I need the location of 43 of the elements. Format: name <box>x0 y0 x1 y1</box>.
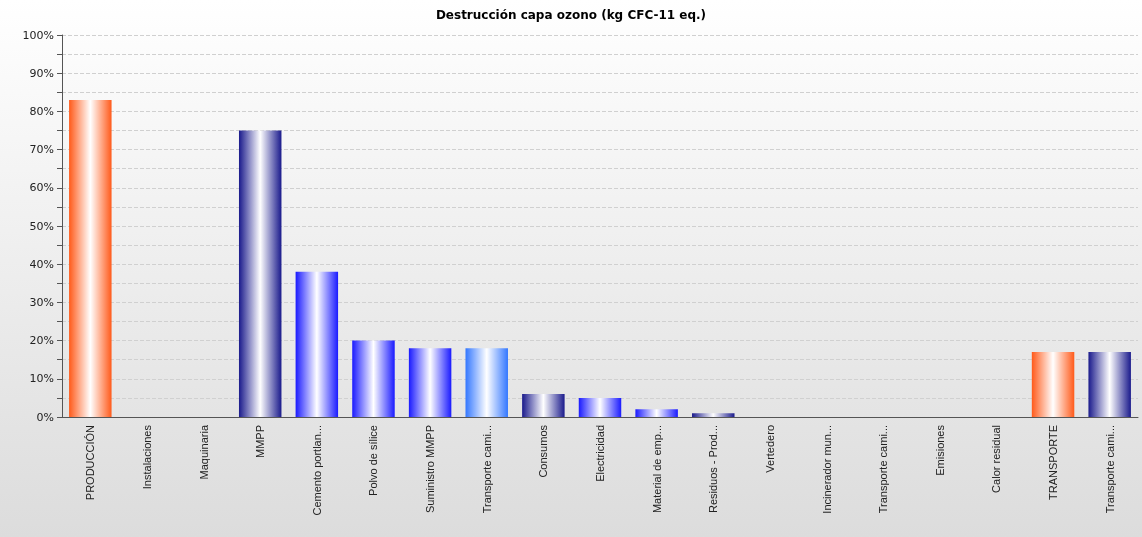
chart-title: Destrucción capa ozono (kg CFC-11 eq.) <box>435 8 707 22</box>
x-tick-label: TRANSPORTE <box>1047 425 1060 500</box>
bar <box>578 397 622 417</box>
bar <box>238 130 282 417</box>
bar <box>1088 352 1131 417</box>
y-tick-label: 70% <box>29 143 54 157</box>
x-tick-label: Transporte cami... <box>480 425 493 514</box>
bar <box>295 271 339 417</box>
y-tick-label: 20% <box>29 334 54 348</box>
y-tick-label: 50% <box>29 219 54 233</box>
y-tick-label: 90% <box>29 66 54 80</box>
x-tick-label: Incinerador mun... <box>820 425 833 514</box>
bar <box>69 99 112 417</box>
x-tick-label: PRODUCCIÓN <box>84 424 97 501</box>
y-tick-label: 100% <box>22 28 54 42</box>
x-tick-label: Cemento portlan... <box>310 425 323 516</box>
bar <box>465 348 508 417</box>
y-tick-label: 40% <box>29 257 54 271</box>
x-tick-label: Consumos <box>537 424 550 478</box>
y-tick-label: 60% <box>29 181 54 195</box>
y-tick-label: 0% <box>36 410 54 424</box>
bar <box>692 413 735 417</box>
x-tick-label: Transporte cami... <box>877 425 890 514</box>
y-tick-label: 80% <box>29 104 54 118</box>
x-tick-label: Polvo de sílice <box>367 425 380 496</box>
x-tick-label: Emisiones <box>933 424 946 476</box>
bar <box>352 340 395 417</box>
x-tick-label: Vertedero <box>763 425 776 473</box>
x-tick-label: Electricidad <box>594 425 606 482</box>
x-tick-label: Calor residual <box>990 425 1003 493</box>
bar <box>408 348 452 417</box>
x-tick-label: MMPP <box>254 425 267 458</box>
bar <box>522 394 565 417</box>
x-tick-label: Material de emp... <box>650 425 663 514</box>
x-tick-label: Residuos - Prod... <box>707 425 720 514</box>
y-tick-label: 30% <box>29 295 54 309</box>
x-tick-label: Transporte cami... <box>1103 425 1116 514</box>
x-tick-label: Suministro MMPP <box>424 425 437 514</box>
bar <box>635 409 678 417</box>
x-tick-label: Instalaciones <box>140 424 153 490</box>
x-tick-label: Maquinaria <box>197 424 210 480</box>
y-tick-label: 10% <box>29 372 54 386</box>
bar <box>1031 352 1075 417</box>
